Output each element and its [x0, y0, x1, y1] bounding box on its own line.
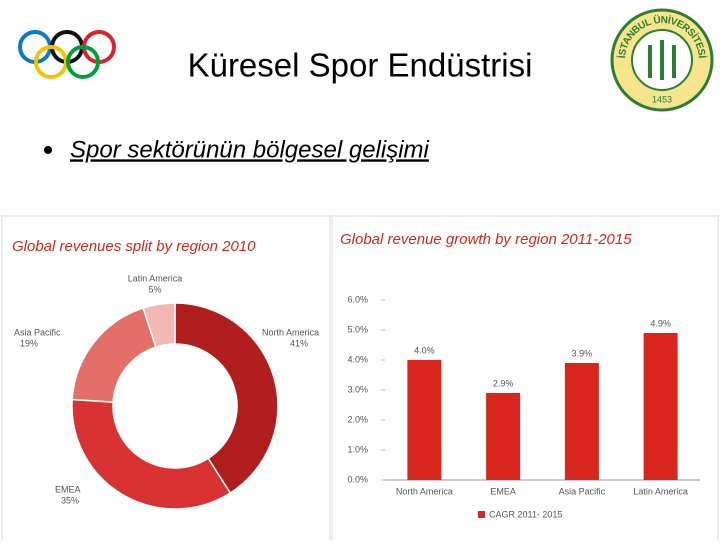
bar-value-label: 4.0%: [414, 345, 435, 355]
slice-value-label: 35%: [61, 495, 79, 505]
bullet-dot: [44, 146, 52, 154]
y-tick-label: 0.0%: [347, 474, 368, 484]
x-tick-label: Latin America: [633, 486, 688, 496]
bar: [486, 393, 521, 480]
university-seal: İSTANBUL ÜNİVERSİTESİ 1453: [610, 8, 714, 112]
slice-value-label: 19%: [20, 338, 38, 348]
y-tick-label: 3.0%: [347, 384, 368, 394]
olympic-rings: [18, 30, 116, 79]
legend-label: CAGR 2011- 2015: [489, 509, 562, 519]
x-tick-label: Asia Pacific: [559, 486, 606, 496]
x-tick-label: North America: [396, 486, 453, 496]
bar-value-label: 4.9%: [650, 318, 671, 328]
chart-title: Global revenue growth by region 2011-201…: [340, 231, 632, 248]
slice-value-label: 41%: [290, 338, 308, 348]
right-panel: [331, 215, 719, 545]
slide-title: Küresel Spor Endüstrisi: [188, 47, 533, 84]
donut-slice: [174, 302, 279, 495]
y-tick-label: 5.0%: [347, 324, 368, 334]
y-tick-label: 4.0%: [347, 354, 368, 364]
donut-slice: [142, 302, 176, 348]
legend-swatch: [478, 511, 485, 518]
y-tick-label: 2.0%: [347, 414, 368, 424]
bar: [407, 360, 442, 480]
seal-year: 1453: [652, 94, 672, 104]
bar-value-label: 2.9%: [493, 378, 514, 388]
slice-value-label: 5%: [148, 284, 161, 294]
left-panel: [1, 215, 331, 545]
slice-label: Asia Pacific: [14, 327, 61, 337]
slice-label: EMEA: [55, 484, 81, 494]
y-tick-label: 1.0%: [347, 444, 368, 454]
bullet-text: Spor sektörünün bölgesel gelişimi: [70, 136, 430, 163]
y-tick-label: 6.0%: [347, 294, 368, 304]
chart-title: Global revenues split by region 2010: [12, 238, 256, 255]
bar: [643, 333, 678, 480]
donut-slice: [71, 307, 157, 403]
bar-value-label: 3.9%: [572, 348, 593, 358]
x-tick-label: EMEA: [490, 486, 516, 496]
bar: [564, 363, 599, 480]
donut-slice: [71, 398, 232, 510]
slice-label: Latin America: [128, 273, 183, 283]
slice-label: North America: [262, 327, 319, 337]
